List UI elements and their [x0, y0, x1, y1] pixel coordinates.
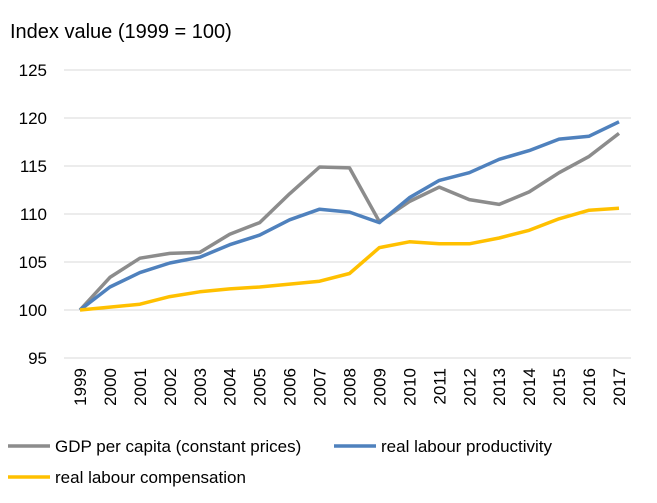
x-tick-label: 2008: [341, 368, 360, 406]
y-tick-label: 105: [19, 253, 47, 272]
x-tick-label: 2007: [311, 368, 330, 406]
y-tick-label: 110: [20, 205, 47, 224]
x-tick-label: 2013: [490, 368, 509, 406]
y-tick-label: 95: [28, 349, 47, 368]
y-axis-title: Index value (1999 = 100): [10, 21, 232, 43]
x-tick-label: 2005: [251, 368, 270, 406]
x-tick-label: 2009: [370, 368, 389, 406]
x-tick-label: 2017: [610, 368, 629, 406]
x-tick-label: 2011: [430, 368, 449, 405]
x-tick-label: 2016: [580, 368, 599, 406]
x-tick-label: 2006: [281, 368, 300, 406]
y-tick-label: 120: [19, 109, 47, 128]
y-tick-label: 115: [20, 157, 47, 176]
series-lines: [78, 120, 621, 312]
x-tick-label: 2014: [520, 368, 539, 406]
legend-label: real labour productivity: [381, 437, 553, 456]
y-tick-label: 125: [19, 61, 47, 80]
series-line-real-labour-productivity: [78, 120, 620, 312]
y-tick-label: 100: [19, 301, 47, 320]
legend-label: real labour compensation: [55, 468, 246, 487]
y-axis-ticks: 95 100 105 110 115 120 125: [19, 61, 47, 368]
legend-label: GDP per capita (constant prices): [55, 437, 301, 456]
x-tick-label: 2003: [191, 368, 210, 406]
x-tick-label: 2004: [221, 368, 240, 406]
x-tick-label: 2002: [161, 368, 180, 406]
x-axis-ticks: 1999 2000 2001 2002 2003 2004 2005 2006 2007 2008…: [71, 368, 629, 406]
gridlines: [64, 69, 631, 359]
series-line-real-labour-compensation: [79, 206, 620, 312]
x-tick-label: 1999: [71, 368, 90, 406]
x-tick-label: 2015: [550, 368, 569, 406]
x-tick-label: 2012: [460, 368, 479, 406]
x-tick-label: 2010: [400, 368, 419, 406]
x-tick-label: 2001: [131, 368, 150, 406]
x-tick-label: 2000: [101, 368, 120, 406]
series-line-gdp-per-capita-constant-prices: [78, 132, 621, 312]
legend: GDP per capita (constant prices) real lab…: [8, 437, 553, 487]
